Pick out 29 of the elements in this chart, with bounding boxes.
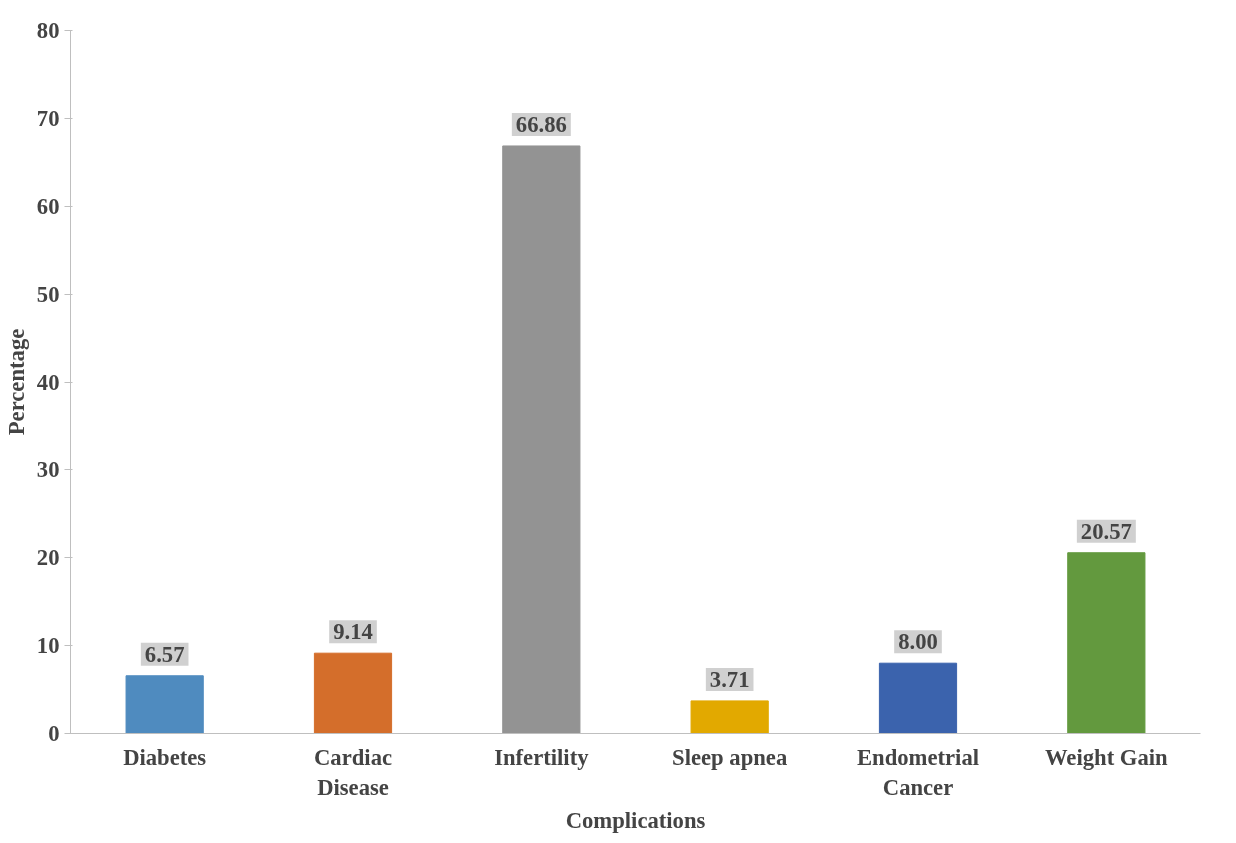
y-tick-label: 20	[36, 545, 60, 571]
x-tick-label: Weight Gain	[1044, 744, 1169, 770]
data-label: 8.00	[898, 629, 938, 655]
y-tick-label: 30	[36, 457, 60, 483]
data-label: 6.57	[144, 641, 185, 667]
data-label: 3.71	[709, 666, 750, 692]
y-tick-label: 60	[36, 193, 60, 219]
y-tick-label: 10	[36, 633, 60, 659]
bar	[502, 145, 581, 734]
data-label: 20.57	[1080, 518, 1132, 544]
y-tick-label: 70	[36, 105, 60, 131]
x-tick-label: Sleep apnea	[672, 744, 788, 770]
data-label: 66.86	[515, 111, 567, 137]
bar	[690, 700, 769, 734]
bar	[125, 675, 204, 734]
y-tick-label: 0	[48, 721, 60, 746]
y-axis-title: Percentage	[3, 328, 29, 436]
x-axis-title: Complications	[565, 807, 706, 833]
y-tick-label: 80	[36, 18, 60, 43]
bar	[878, 662, 958, 734]
x-tick-label: Infertility	[494, 744, 590, 770]
x-tick-label: Endometrial Cancer	[856, 744, 980, 800]
y-tick-label: 50	[36, 281, 60, 307]
bar	[1067, 552, 1146, 734]
bar	[313, 652, 393, 734]
y-tick-label: 40	[36, 369, 60, 395]
x-tick-label: Cardiac Disease	[313, 744, 393, 800]
x-tick-label: Diabetes	[123, 744, 207, 770]
data-label: 9.14	[333, 619, 373, 645]
